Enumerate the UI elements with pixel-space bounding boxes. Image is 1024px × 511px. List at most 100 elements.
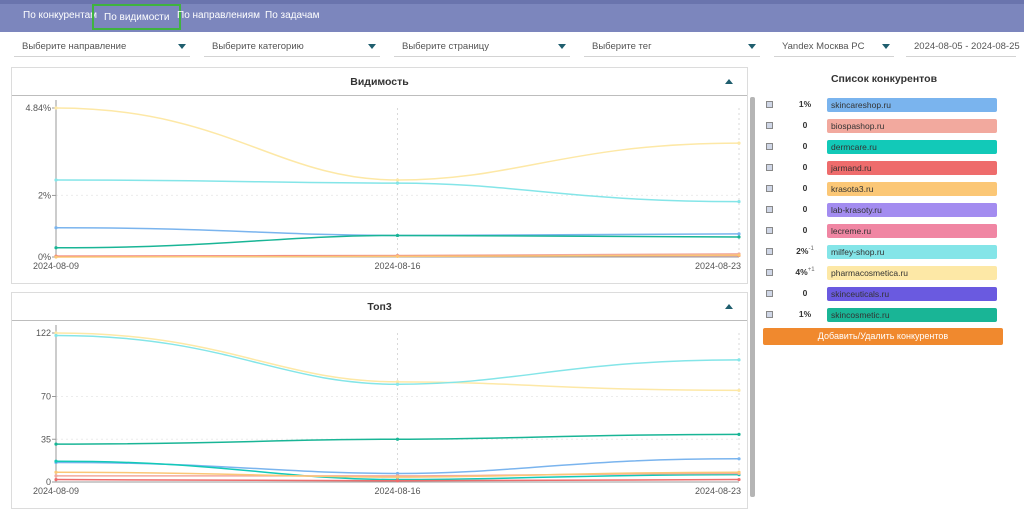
tab-directions[interactable]: По направлениям xyxy=(177,10,261,21)
tab-competitors[interactable]: По конкурентам xyxy=(23,10,98,21)
data-point xyxy=(54,470,58,474)
chevron-down-icon xyxy=(748,44,756,49)
competitor-name[interactable]: skincosmetic.ru xyxy=(827,308,997,322)
date-range-label: 2024-08-05 - 2024-08-25 xyxy=(914,41,1020,52)
data-point xyxy=(395,437,400,441)
data-point xyxy=(395,178,400,182)
competitor-value-text: 0 xyxy=(802,204,808,214)
competitor-name[interactable]: jarmand.ru xyxy=(827,161,997,175)
data-point xyxy=(737,457,741,461)
page-select[interactable]: Выберите страницу xyxy=(394,39,570,57)
competitor-checkbox[interactable] xyxy=(766,164,773,171)
competitor-checkbox[interactable] xyxy=(766,122,773,129)
competitor-name[interactable]: milfey-shop.ru xyxy=(827,245,997,259)
competitor-checkbox[interactable] xyxy=(766,101,773,108)
data-point xyxy=(54,178,58,182)
data-point xyxy=(54,331,58,335)
competitor-checkbox[interactable] xyxy=(766,269,773,276)
date-range-input[interactable]: 2024-08-05 - 2024-08-25 xyxy=(906,39,1020,57)
data-point xyxy=(737,199,741,204)
y-tick-label: 35 xyxy=(41,434,51,444)
direction-select[interactable]: Выберите направление xyxy=(14,39,190,57)
competitor-checkbox[interactable] xyxy=(766,248,773,255)
competitor-checkbox[interactable] xyxy=(766,143,773,150)
competitor-value: 0 xyxy=(782,204,828,214)
competitor-checkbox[interactable] xyxy=(766,227,773,234)
y-tick-label: 2% xyxy=(38,190,51,200)
data-point xyxy=(54,246,58,250)
x-tick-label: 2024-08-09 xyxy=(33,486,79,496)
page-select-label: Выберите страницу xyxy=(402,41,489,52)
visibility-panel: Видимость 4.84% 2% 0% 2024-08-09 2024-08-16 2… xyxy=(11,67,748,284)
data-point xyxy=(54,106,58,110)
data-point xyxy=(54,333,58,338)
collapse-icon[interactable] xyxy=(725,304,733,309)
add-remove-competitors-button[interactable]: Добавить/Удалить конкурентов xyxy=(763,328,1003,345)
competitor-name[interactable]: dermcare.ru xyxy=(827,140,997,154)
competitor-row: 0 dermcare.ru xyxy=(764,140,1000,154)
competitor-name[interactable]: lecreme.ru xyxy=(827,224,997,238)
competitor-value: 0 xyxy=(782,183,828,193)
competitor-checkbox[interactable] xyxy=(766,206,773,213)
data-point xyxy=(54,477,58,482)
tag-select[interactable]: Выберите тег xyxy=(584,39,760,57)
data-point xyxy=(395,233,400,238)
competitor-row: 0 biospashop.ru xyxy=(764,119,1000,133)
competitor-name[interactable]: lab-krasoty.ru xyxy=(827,203,997,217)
y-tick-label: 122 xyxy=(36,328,51,338)
direction-select-label: Выберите направление xyxy=(22,41,127,52)
y-tick-label: 70 xyxy=(41,392,51,402)
category-select[interactable]: Выберите категорию xyxy=(204,39,380,57)
top3-panel: Топ3 122 70 35 0 2024-08-09 2024-08-16 2024-08… xyxy=(11,292,748,509)
engine-select[interactable]: Yandex Москва PC xyxy=(774,39,894,57)
competitor-value: 0 xyxy=(782,288,828,298)
competitor-row: 0 krasota3.ru xyxy=(764,182,1000,196)
tab-visibility[interactable]: По видимости xyxy=(92,4,182,30)
competitor-checkbox[interactable] xyxy=(766,311,773,318)
competitor-checkbox[interactable] xyxy=(766,185,773,192)
tab-tasks[interactable]: По задачам xyxy=(265,10,320,21)
data-point xyxy=(395,254,400,258)
top-strip xyxy=(0,0,1024,4)
data-point xyxy=(395,382,400,386)
data-point xyxy=(54,459,58,463)
competitor-delta: -1 xyxy=(808,246,814,253)
competitor-name[interactable]: biospashop.ru xyxy=(827,119,997,133)
data-point xyxy=(737,477,741,482)
x-tick-label: 2024-08-16 xyxy=(374,486,420,496)
competitor-delta: +1 xyxy=(807,267,815,274)
competitor-row: 0 lab-krasoty.ru xyxy=(764,203,1000,217)
competitor-value-text: 1% xyxy=(798,99,812,109)
data-point xyxy=(395,475,400,479)
competitor-value: 0 xyxy=(782,141,828,151)
x-tick-label: 2024-08-23 xyxy=(695,261,741,271)
competitor-row: 0 jarmand.ru xyxy=(764,161,1000,175)
data-point xyxy=(737,432,741,436)
competitor-row: 1% skincosmetic.ru xyxy=(764,308,1000,322)
data-point xyxy=(395,471,400,476)
competitor-checkbox[interactable] xyxy=(766,290,773,297)
competitor-value: 2%-1 xyxy=(782,246,828,256)
top-nav-bar: По конкурентам По видимости По направлен… xyxy=(0,0,1024,32)
competitor-row: 2%-1 milfey-shop.ru xyxy=(764,245,1000,259)
data-point xyxy=(737,253,741,257)
top3-panel-title: Топ3 xyxy=(12,293,747,321)
competitor-value-text: 0 xyxy=(802,225,808,235)
competitor-name[interactable]: skincareshop.ru xyxy=(827,98,997,112)
data-point xyxy=(395,380,400,384)
competitor-value: 1% xyxy=(782,309,828,319)
competitor-name[interactable]: skinceuticals.ru xyxy=(827,287,997,301)
competitor-value: 0 xyxy=(782,225,828,235)
competitor-value-text: 1% xyxy=(798,309,812,319)
competitor-name[interactable]: krasota3.ru xyxy=(827,182,997,196)
y-tick-label: 0 xyxy=(46,477,51,487)
chevron-down-icon xyxy=(368,44,376,49)
data-point xyxy=(737,470,741,474)
y-tick-label: 0% xyxy=(38,252,51,262)
collapse-icon[interactable] xyxy=(725,79,733,84)
scrollbar[interactable] xyxy=(750,97,755,497)
competitor-name[interactable]: pharmacosmetica.ru xyxy=(827,266,997,280)
competitor-value: 4%+1 xyxy=(782,267,828,277)
chevron-down-icon xyxy=(558,44,566,49)
